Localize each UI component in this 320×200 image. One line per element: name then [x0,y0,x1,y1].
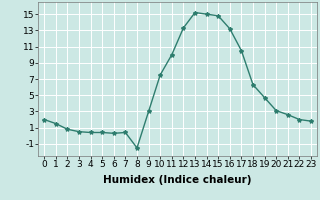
X-axis label: Humidex (Indice chaleur): Humidex (Indice chaleur) [103,175,252,185]
